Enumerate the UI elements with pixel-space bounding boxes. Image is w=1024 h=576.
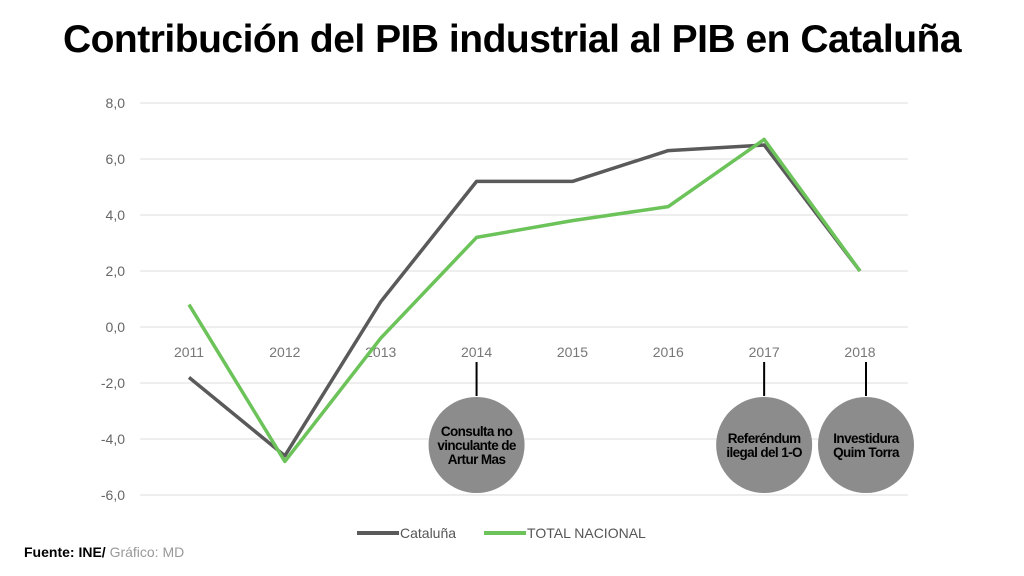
x-tick-label: 2014 (461, 344, 492, 360)
annotation-text: Referéndum (728, 431, 801, 446)
x-tick-label: 2018 (844, 344, 875, 360)
y-tick-label: 8,0 (106, 95, 126, 111)
annotation-text: ilegal del 1-O (726, 445, 802, 460)
annotation-text: Artur Mas (448, 452, 506, 467)
annotation-circle (716, 397, 813, 493)
y-tick-label: -2,0 (101, 375, 125, 391)
x-tick-label: 2017 (749, 344, 780, 360)
y-tick-label: 2,0 (106, 263, 126, 279)
source-label: Fuente: INE/ (24, 544, 106, 560)
annotation-text: Consulta no (441, 424, 513, 439)
annotation-circle (428, 397, 525, 493)
annotation-text: Investidura (833, 431, 900, 446)
x-tick-label: 2012 (269, 344, 300, 360)
y-tick-label: -6,0 (101, 487, 125, 503)
y-tick-label: 4,0 (106, 207, 126, 223)
x-tick-label: 2016 (653, 344, 684, 360)
y-tick-label: 6,0 (106, 151, 126, 167)
legend-label: TOTAL NACIONAL (527, 525, 646, 541)
annotation-circle (818, 397, 914, 493)
series-line-cataluña (187, 143, 862, 458)
x-tick-label: 2015 (557, 344, 588, 360)
series-line-total-nacional (187, 137, 862, 464)
annotation-text: Quim Torra (833, 445, 900, 460)
legend-label: Cataluña (400, 525, 456, 541)
x-tick-label: 2011 (174, 344, 204, 360)
y-tick-label: -4,0 (101, 431, 125, 447)
chart-title: Contribución del PIB industrial al PIB e… (62, 18, 962, 61)
graphic-credit: Gráfico: MD (109, 544, 185, 560)
y-tick-label: 0,0 (106, 319, 126, 335)
source-note: Fuente: INE/ Gráfico: MD (24, 544, 184, 560)
annotation-text: vinculante de (437, 438, 517, 453)
